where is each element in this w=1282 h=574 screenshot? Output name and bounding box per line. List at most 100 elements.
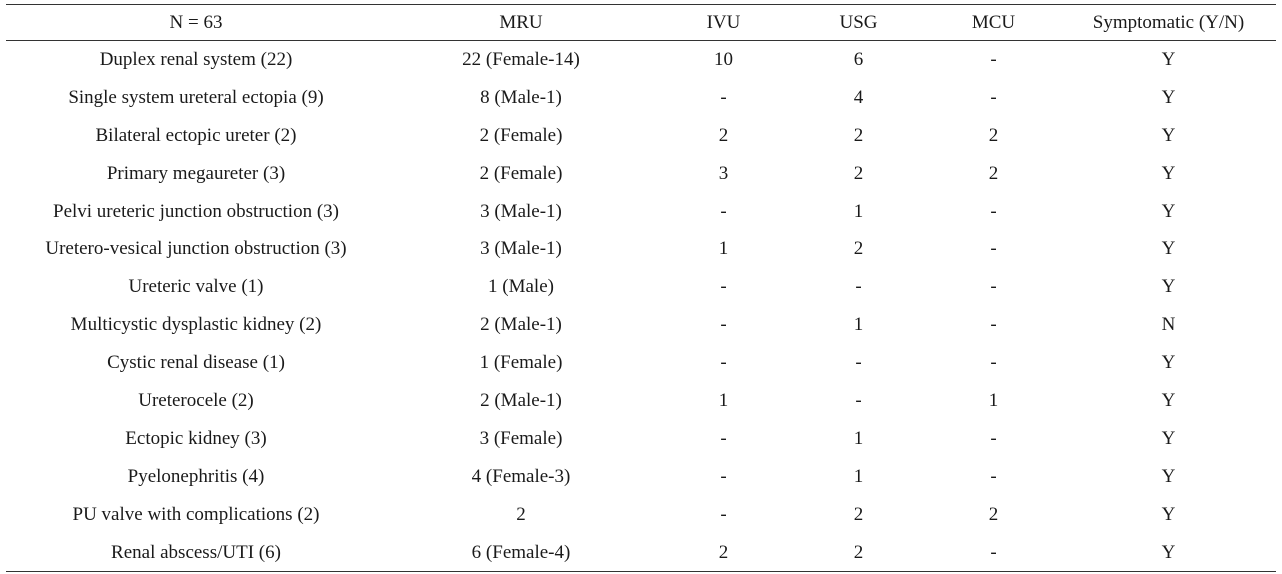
table-cell: 2 (Male-1) xyxy=(480,389,562,411)
table-cell: Y xyxy=(1161,48,1176,70)
table-row: Pyelonephritis (4) 4 (Female-3) - 1 - Y xyxy=(6,458,1276,496)
table-cell: PU valve with complications (2) xyxy=(72,503,320,525)
table-cell: 1 xyxy=(853,314,864,336)
table-cell: 2 xyxy=(718,541,729,563)
table-row: Renal abscess/UTI (6) 6 (Female-4) 2 2 -… xyxy=(6,534,1276,572)
table-cell: - xyxy=(990,48,997,70)
table-cell: - xyxy=(855,389,862,411)
table-cell: Y xyxy=(1161,238,1176,260)
table-cell: 6 xyxy=(853,48,864,70)
table-cell: 2 (Female) xyxy=(479,162,563,184)
table-row: Single system ureteral ectopia (9) 8 (Ma… xyxy=(6,79,1276,117)
table-row: PU valve with complications (2) 2 - 2 2 … xyxy=(6,496,1276,534)
table-cell: - xyxy=(720,86,727,108)
table-cell: Y xyxy=(1161,352,1176,374)
table-cell: 1 xyxy=(853,427,864,449)
table-row: Bilateral ectopic ureter (2) 2 (Female) … xyxy=(6,117,1276,155)
table-cell: - xyxy=(990,427,997,449)
header-cell-n: N = 63 xyxy=(169,11,223,33)
table-row: Ureterocele (2) 2 (Male-1) 1 - 1 Y xyxy=(6,382,1276,420)
table-cell: Pelvi ureteric junction obstruction (3) xyxy=(53,200,339,222)
header-cell-mcu: MCU xyxy=(971,11,1016,33)
table-cell: Primary megaureter (3) xyxy=(106,162,286,184)
table-cell: 3 (Female) xyxy=(479,427,563,449)
table-cell: - xyxy=(720,314,727,336)
table-cell: Y xyxy=(1161,503,1176,525)
table-cell: Y xyxy=(1161,465,1176,487)
table-cell: 3 (Male-1) xyxy=(480,238,562,260)
table-cell: Y xyxy=(1161,162,1176,184)
header-row: N = 63 MRU IVU USG MCU Symptomatic (Y/N) xyxy=(6,4,1276,41)
table-cell: 1 (Female) xyxy=(479,352,563,374)
header-cell-symptomatic: Symptomatic (Y/N) xyxy=(1092,11,1245,33)
table-cell: - xyxy=(855,276,862,298)
table-cell: 22 (Female-14) xyxy=(462,48,580,70)
table-cell: - xyxy=(990,352,997,374)
table-row: Pelvi ureteric junction obstruction (3) … xyxy=(6,193,1276,231)
table-cell: 1 xyxy=(988,389,999,411)
table-cell: Y xyxy=(1161,276,1176,298)
table-cell: 2 (Male-1) xyxy=(480,314,562,336)
table-cell: Single system ureteral ectopia (9) xyxy=(68,86,324,108)
table-header: N = 63 MRU IVU USG MCU Symptomatic (Y/N) xyxy=(6,4,1276,41)
header-cell-mru: MRU xyxy=(499,11,543,33)
table-cell: Cystic renal disease (1) xyxy=(107,352,285,374)
table-cell: 2 xyxy=(853,238,864,260)
table-cell: 10 xyxy=(714,48,733,70)
table-cell: - xyxy=(720,200,727,222)
table-cell: Bilateral ectopic ureter (2) xyxy=(95,124,297,146)
table-cell: - xyxy=(720,503,727,525)
table-cell: - xyxy=(990,314,997,336)
table-cell: 1 xyxy=(853,465,864,487)
table-body: Duplex renal system (22) 22 (Female-14) … xyxy=(6,41,1276,572)
table-cell: 3 (Male-1) xyxy=(480,200,562,222)
table-cell: Duplex renal system (22) xyxy=(99,48,293,70)
table-cell: 4 (Female-3) xyxy=(471,465,571,487)
findings-table: N = 63 MRU IVU USG MCU Symptomatic (Y/N)… xyxy=(6,4,1276,572)
table-cell: 2 xyxy=(853,162,864,184)
table-cell: - xyxy=(720,465,727,487)
table-cell: Ureterocele (2) xyxy=(138,389,254,411)
table-row: Ureteric valve (1) 1 (Male) - - - Y xyxy=(6,268,1276,306)
table-cell: Ectopic kidney (3) xyxy=(125,427,267,449)
table-cell: Renal abscess/UTI (6) xyxy=(111,541,281,563)
table-cell: Y xyxy=(1161,86,1176,108)
table-cell: 2 xyxy=(516,503,526,525)
table-cell: 8 (Male-1) xyxy=(480,86,562,108)
table-cell: 2 xyxy=(853,541,864,563)
table-row: Primary megaureter (3) 2 (Female) 3 2 2 … xyxy=(6,155,1276,193)
table-cell: Y xyxy=(1161,124,1176,146)
table-cell: 2 xyxy=(853,124,864,146)
table-row: Cystic renal disease (1) 1 (Female) - - … xyxy=(6,344,1276,382)
table-cell: 2 xyxy=(988,162,999,184)
table-row: Multicystic dysplastic kidney (2) 2 (Mal… xyxy=(6,306,1276,344)
table-cell: 6 (Female-4) xyxy=(471,541,571,563)
table-cell: 3 xyxy=(718,162,729,184)
table-cell: 1 xyxy=(718,389,729,411)
table-cell: - xyxy=(990,238,997,260)
table-cell: - xyxy=(720,352,727,374)
table-cell: 2 xyxy=(853,503,864,525)
table-cell: Multicystic dysplastic kidney (2) xyxy=(70,314,322,336)
table-cell: Ureteric valve (1) xyxy=(128,276,264,298)
table-cell: 2 (Female) xyxy=(479,124,563,146)
table-cell: - xyxy=(720,276,727,298)
table-cell: - xyxy=(990,465,997,487)
table-cell: 1 xyxy=(853,200,864,222)
table-cell: 2 xyxy=(988,124,999,146)
table-cell: - xyxy=(990,200,997,222)
findings-table-container: N = 63 MRU IVU USG MCU Symptomatic (Y/N)… xyxy=(6,4,1276,572)
table-cell: Y xyxy=(1161,541,1176,563)
table-cell: 1 xyxy=(718,238,729,260)
table-cell: 1 (Male) xyxy=(488,276,554,298)
table-cell: - xyxy=(990,86,997,108)
table-cell: Pyelonephritis (4) xyxy=(127,465,265,487)
table-cell: Y xyxy=(1161,389,1176,411)
header-cell-ivu: IVU xyxy=(706,11,741,33)
table-cell: 2 xyxy=(988,503,999,525)
table-cell: Uretero-vesical junction obstruction (3) xyxy=(45,238,347,260)
table-cell: N xyxy=(1161,314,1176,336)
table-cell: 2 xyxy=(718,124,729,146)
table-cell: - xyxy=(855,352,862,374)
table-cell: - xyxy=(720,427,727,449)
